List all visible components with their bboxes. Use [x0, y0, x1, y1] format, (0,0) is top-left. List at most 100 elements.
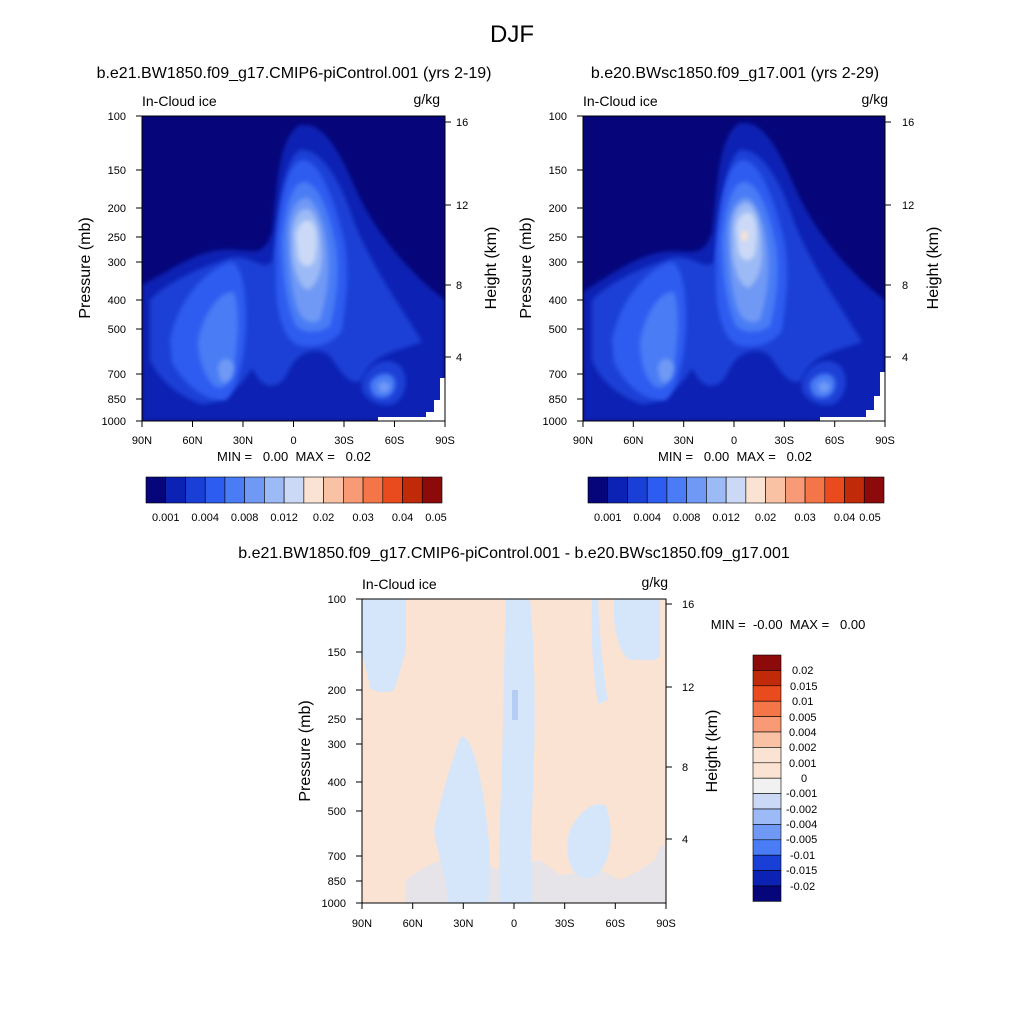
colorbar-cell: [264, 476, 285, 504]
x-tick-label: 90N: [352, 918, 372, 930]
y-tick-label: 700: [328, 851, 346, 863]
colorbar-cell: [752, 777, 782, 794]
y-right-tick-label: 8: [456, 280, 462, 292]
colorbar: 0.02 0.015 0.01 0.005 0.004 0.002 0.001 …: [752, 654, 818, 902]
colorbar-cell: [752, 747, 782, 764]
colorbar-label: 0.02: [313, 512, 334, 524]
y-tick-label: 100: [108, 111, 126, 123]
y-tick-label: 850: [328, 876, 346, 888]
colorbar-label: -0.001: [786, 788, 817, 800]
units-label: g/kg: [642, 574, 668, 590]
panel-title: b.e20.BWsc1850.f09_g17.001 (yrs 2-29): [591, 65, 879, 82]
panel-title: b.e21.BW1850.f09_g17.CMIP6-piControl.001…: [238, 545, 790, 562]
y-axis-ticks: 100 150 200 250 300 400 500 700 850 1000: [322, 594, 362, 910]
colorbar-label: 0.002: [789, 742, 817, 754]
colorbar-cell: [752, 731, 782, 748]
min-max-stats: MIN = 0.00 MAX = 0.02: [658, 449, 812, 464]
colorbar-cell: [244, 476, 265, 504]
y-tick-label: 250: [328, 714, 346, 726]
x-axis-ticks: 90N 60N 30N 0 30S 60S 90S: [352, 903, 676, 930]
x-tick-label: 60N: [403, 918, 423, 930]
colorbar-cell: [725, 476, 747, 504]
y-axis-label: Pressure (mb): [518, 217, 535, 318]
y-right-tick-label: 8: [682, 762, 688, 774]
y-tick-label: 700: [108, 369, 126, 381]
colorbar-cell: [824, 476, 845, 504]
colorbar-cell: [863, 476, 885, 504]
colorbar-cell: [752, 854, 782, 871]
colorbar-cell: [343, 476, 364, 504]
colorbar: 0.001 0.004 0.008 0.012 0.02 0.03 0.04 0…: [145, 476, 447, 524]
colorbar-cell: [752, 654, 782, 671]
x-tick-label: 60S: [606, 918, 626, 930]
colorbar-cell: [224, 476, 245, 504]
colorbar-cell: [421, 476, 443, 504]
colorbar-cell: [402, 476, 423, 504]
colorbar-label: 0.005: [789, 712, 817, 724]
colorbar-cell: [165, 476, 186, 504]
contour-field: [142, 116, 445, 421]
y-tick-label: 1000: [102, 416, 126, 428]
colorbar-label: 0.012: [270, 512, 298, 524]
colorbar-label: 0.02: [755, 512, 776, 524]
colorbar-cell: [323, 476, 344, 504]
x-tick-label: 30N: [453, 918, 473, 930]
colorbar-cell: [627, 476, 648, 504]
colorbar-label: -0.004: [786, 819, 817, 831]
x-tick-label: 60N: [623, 435, 643, 447]
y-tick-label: 700: [549, 369, 567, 381]
x-axis-ticks: 90N 60N 30N 0 30S 60S 90S: [573, 421, 895, 447]
colorbar-label: 0.008: [673, 512, 701, 524]
y-tick-label: 200: [549, 203, 567, 215]
contour-field: [362, 599, 666, 903]
min-max-stats: MIN = 0.00 MAX = 0.02: [217, 449, 371, 464]
y-axis-label: Pressure (mb): [77, 217, 94, 318]
colorbar-cell: [752, 839, 782, 856]
colorbar-label: 0.015: [790, 681, 818, 693]
colorbar-label: 0.001: [594, 512, 622, 524]
colorbar-label: 0.02: [792, 665, 813, 677]
colorbar-label: 0.001: [152, 512, 180, 524]
y-tick-label: 300: [328, 739, 346, 751]
colorbar-cell: [362, 476, 384, 504]
min-max-stats: MIN = -0.00 MAX = 0.00: [711, 617, 866, 632]
y-tick-label: 850: [549, 394, 567, 406]
colorbar-cell: [283, 476, 305, 504]
y-axis-label: Pressure (mb): [297, 700, 314, 801]
y-tick-label: 500: [549, 324, 567, 336]
y-tick-label: 200: [328, 685, 346, 697]
y-right-axis-ticks: 16 12 8 4: [445, 117, 468, 364]
x-tick-label: 90S: [656, 918, 676, 930]
colorbar-label: 0.04: [392, 512, 413, 524]
colorbar-label: -0.005: [786, 834, 817, 846]
y-right-axis-label: Height (km): [925, 227, 942, 310]
y-axis-ticks: 100 150 200 250 300 400 500 700 850 1000: [102, 111, 142, 428]
colorbar-cell: [785, 476, 806, 504]
y-right-tick-label: 12: [456, 200, 468, 212]
panel-title: b.e21.BW1850.f09_g17.CMIP6-piControl.001…: [97, 65, 492, 82]
colorbar-label: -0.015: [786, 865, 817, 877]
colorbar-cell: [752, 716, 782, 733]
x-tick-label: 30S: [555, 918, 575, 930]
colorbar-label: -0.002: [786, 804, 817, 816]
colorbar-label: 0.004: [633, 512, 661, 524]
y-tick-label: 100: [549, 111, 567, 123]
colorbar-cell: [666, 476, 687, 504]
variable-label: In-Cloud ice: [362, 576, 437, 592]
y-tick-label: 500: [108, 324, 126, 336]
colorbar-label: 0.03: [352, 512, 373, 524]
x-tick-label: 0: [511, 918, 517, 930]
colorbar-cell: [204, 476, 226, 504]
y-tick-label: 150: [549, 165, 567, 177]
y-right-tick-label: 4: [902, 352, 908, 364]
colorbar-cell: [752, 793, 782, 810]
colorbar-label: 0.05: [859, 512, 880, 524]
colorbar-cell: [686, 476, 707, 504]
x-tick-label: 60S: [385, 435, 405, 447]
panel-experiment: b.e20.BWsc1850.f09_g17.001 (yrs 2-29) In…: [518, 65, 942, 524]
colorbar-label: 0.004: [789, 727, 817, 739]
y-tick-label: 100: [328, 594, 346, 606]
contour-field: [583, 116, 885, 421]
colorbar-cell: [752, 870, 782, 887]
panel-difference: b.e21.BW1850.f09_g17.CMIP6-piControl.001…: [238, 545, 865, 930]
